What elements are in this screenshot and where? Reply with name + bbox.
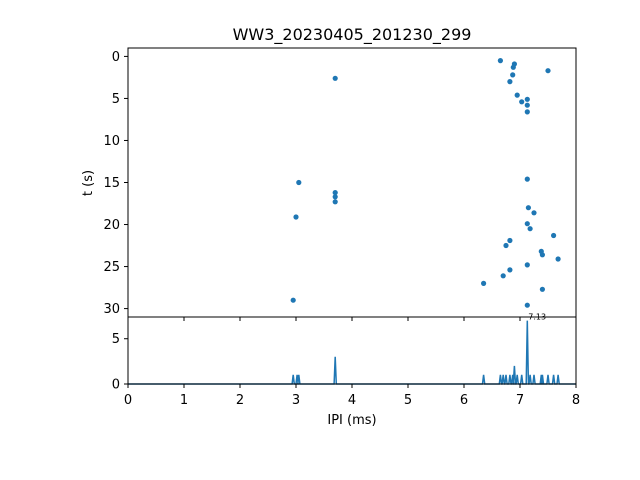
raster-point [524, 302, 530, 308]
raster-point [555, 256, 561, 262]
raster-point [525, 205, 532, 211]
raster-point [500, 273, 506, 279]
raster-point [510, 72, 516, 78]
raster-point [507, 267, 513, 273]
peak-annotation: 7.13 [528, 313, 546, 322]
raster-point [332, 194, 338, 200]
raster-y-tick-label: 25 [103, 260, 120, 275]
histogram-x-tick-label: 7 [516, 393, 524, 408]
histogram-x-tick-label: 6 [460, 393, 468, 408]
histogram-y-tick-label: 0 [112, 378, 120, 393]
raster-point [503, 242, 509, 249]
raster-point [507, 237, 513, 244]
raster-point [524, 221, 530, 227]
raster-point [539, 286, 546, 292]
raster-point [332, 75, 338, 81]
histogram-x-tick-label: 0 [124, 393, 132, 408]
raster-point [332, 199, 338, 205]
raster-points [290, 58, 561, 308]
raster-y-tick-label: 20 [103, 218, 120, 233]
raster-point [481, 280, 487, 286]
raster-point [290, 297, 296, 303]
histogram-x-tick-label: 2 [236, 393, 244, 408]
raster-point [524, 109, 530, 115]
histogram-x-tick-label: 1 [180, 393, 188, 408]
histogram-line [128, 320, 576, 385]
raster-point [507, 79, 513, 85]
raster-point [524, 96, 530, 102]
histogram-x-tick-label: 3 [292, 393, 300, 408]
histogram-x-tick-label: 4 [348, 393, 356, 408]
raster-point [524, 102, 530, 108]
raster-y-tick-label: 30 [103, 302, 120, 317]
raster-y-tick-label: 15 [103, 176, 120, 191]
histogram-x-tick-label: 8 [572, 393, 580, 408]
raster-point [524, 262, 530, 268]
chart-title: WW3_20230405_201230_299 [233, 25, 472, 45]
raster-point [497, 58, 503, 64]
raster-y-axis-label: t (s) [81, 170, 96, 196]
raster-y-tick-label: 5 [112, 92, 120, 107]
histogram-x-ticks: 0 1 2 3 4 5 6 7 8 [124, 384, 580, 408]
raster-point [551, 232, 557, 239]
raster-point [527, 226, 533, 232]
raster-point [510, 64, 516, 70]
histogram-x-tick-label: 5 [404, 393, 412, 408]
raster-point [519, 99, 525, 105]
raster-point [296, 179, 302, 186]
raster-point [545, 68, 551, 74]
histogram-y-ticks: 05 [112, 332, 128, 393]
raster-point [539, 252, 546, 258]
raster-point [293, 214, 299, 220]
histogram-x-axis-label: IPI (ms) [327, 413, 376, 428]
raster-point [514, 92, 520, 98]
raster-y-tick-label: 0 [112, 50, 120, 65]
histogram-y-tick-label: 5 [112, 332, 120, 347]
raster-point [531, 210, 537, 216]
raster-point [332, 190, 338, 196]
raster-y-ticks: 0 5 10 15 20 25 30 [103, 50, 128, 317]
raster-point [524, 176, 530, 182]
raster-y-tick-label: 10 [103, 134, 120, 149]
